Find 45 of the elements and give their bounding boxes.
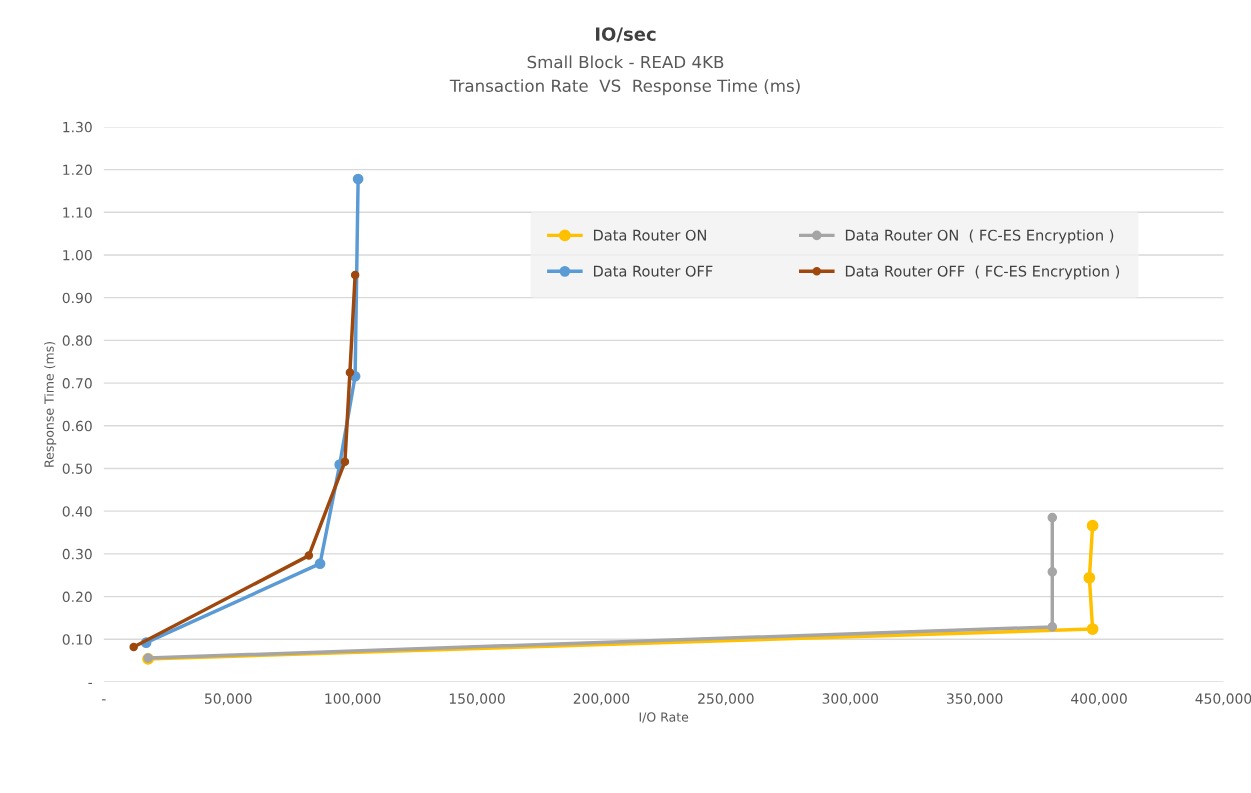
point [304, 551, 314, 560]
point [1086, 519, 1099, 532]
point [1086, 623, 1099, 635]
point [352, 173, 364, 185]
point [350, 270, 360, 280]
legend-label: Data Router ON [593, 229, 706, 241]
point [345, 368, 355, 377]
y-tick-label: 0.40 [62, 506, 92, 517]
y-tick-label: 0.90 [62, 292, 92, 304]
y-tick-label: 0.20 [62, 591, 92, 603]
y-tick-label: - [88, 682, 93, 685]
legend-label: Data Router ON ( FC-ES Encryption ) [845, 229, 1114, 244]
x-tick-label: 250,000 [698, 693, 754, 706]
y-tick-label: 1.20 [63, 164, 92, 176]
point [1047, 567, 1058, 577]
y-tick-label: 0.30 [62, 548, 92, 560]
y-tick-label: 1.30 [63, 121, 92, 133]
y-tick-label: 0.70 [62, 378, 92, 389]
legend-label: Data Router OFF ( FC-ES Encryption ) [845, 265, 1120, 280]
x-tick-label: 350,000 [947, 693, 1003, 706]
y-tick-label: 0.50 [62, 463, 92, 474]
point [129, 642, 138, 652]
y-tick-label: 1.00 [63, 249, 92, 261]
point [314, 558, 326, 570]
y-tick-label: 0.10 [62, 634, 92, 645]
point [1083, 571, 1096, 584]
x-tick-label: 450,000 [1195, 693, 1251, 706]
x-tick-label: 100,000 [325, 693, 381, 706]
x-tick-label: 200,000 [573, 693, 630, 706]
x-tick-label: - [102, 699, 106, 701]
y-tick-label: 1.10 [63, 207, 92, 218]
x-tick-label: 150,000 [449, 693, 505, 706]
y-axis-title: Response Time (ms) [44, 342, 57, 467]
point [1047, 512, 1058, 523]
point [340, 457, 350, 466]
y-tick-label: 0.80 [62, 335, 92, 346]
point [1047, 622, 1058, 632]
y-tick-label: 0.60 [62, 420, 92, 432]
legend-label: Data Router OFF [593, 265, 713, 277]
x-tick-label: 300,000 [822, 693, 879, 706]
chart-title: IO/sec [595, 27, 656, 43]
x-axis-title: I/O Rate [639, 712, 689, 723]
chart-subtitle: Small Block - READ 4KB Transaction Rate VS Response Time (ms) [449, 55, 800, 96]
x-tick-label: 400,000 [1071, 693, 1127, 706]
x-tick-label: 50,000 [205, 693, 252, 706]
